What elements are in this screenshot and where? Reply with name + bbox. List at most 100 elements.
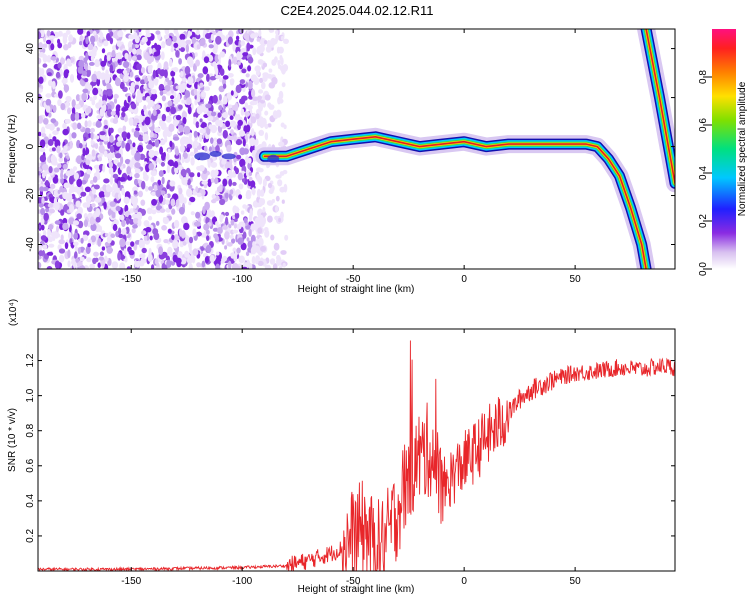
noise-speck [128, 214, 132, 220]
noise-speck [62, 123, 67, 129]
noise-speck [92, 257, 97, 265]
noise-speck [277, 96, 281, 105]
noise-speck [151, 209, 157, 215]
noise-speck [238, 183, 244, 190]
noise-speck [62, 128, 69, 136]
noise-speck [159, 90, 164, 96]
noise-speck [75, 94, 81, 102]
noise-speck [62, 191, 69, 200]
noise-speck [91, 99, 96, 106]
noise-speck [180, 137, 185, 146]
noise-speck [232, 181, 237, 186]
noise-speck [215, 221, 219, 226]
noise-speck [211, 199, 217, 204]
noise-speck [121, 140, 125, 149]
noise-speck [188, 31, 193, 36]
noise-speck [235, 35, 240, 41]
noise-speck [128, 218, 135, 225]
noise-speck [160, 161, 165, 167]
noise-speck [58, 239, 65, 245]
noise-speck [38, 131, 42, 137]
noise-speck [250, 74, 258, 82]
noise-speck [222, 129, 228, 139]
noise-speck [76, 213, 82, 220]
noise-speck [235, 84, 242, 94]
noise-speck [258, 129, 265, 136]
noise-speck [106, 152, 113, 160]
noise-speck [122, 125, 127, 132]
noise-speck [128, 249, 135, 256]
noise-speck [163, 34, 170, 40]
noise-speck [215, 251, 220, 256]
noise-speck [84, 127, 91, 134]
noise-speck [190, 157, 195, 166]
noise-speck [225, 120, 231, 128]
noise-speck [196, 29, 200, 36]
noise-speck [76, 178, 83, 188]
noise-speck [222, 255, 228, 262]
noise-speck [195, 211, 201, 219]
noise-speck [173, 234, 178, 242]
noise-speck [95, 121, 102, 128]
noise-speck [82, 147, 86, 157]
noise-speck [124, 52, 129, 60]
noise-speck [56, 145, 61, 154]
y-tick-label: -20 [25, 188, 36, 203]
noise-speck [115, 187, 120, 193]
noise-speck [53, 197, 58, 207]
noise-speck [240, 108, 245, 116]
noise-speck [161, 176, 165, 185]
noise-speck [43, 117, 49, 125]
noise-speck [50, 231, 58, 238]
noise-speck [130, 82, 136, 89]
noise-speck [45, 105, 51, 113]
noise-speck [151, 198, 158, 206]
noise-speck [184, 250, 190, 258]
y-tick-label: 20 [25, 92, 36, 104]
noise-speck [250, 234, 256, 244]
noise-speck [249, 137, 256, 147]
noise-speck [167, 100, 173, 107]
noise-speck [175, 114, 182, 121]
noise-speck [95, 208, 101, 217]
snr-panel: -150 -100 -50 0 50 0.2 0.4 0.6 0.8 1.0 1.2 Height … [7, 299, 676, 595]
main-ridge-band [260, 132, 651, 269]
noise-speck [39, 154, 47, 163]
noise-speck [239, 158, 246, 168]
noise-speck [212, 94, 218, 104]
noise-speck [97, 262, 101, 269]
noise-speck [166, 193, 171, 199]
noise-speck [138, 239, 143, 249]
y-tick-label: 0.2 [25, 529, 36, 543]
noise-speck [92, 87, 99, 96]
noise-speck [121, 228, 127, 235]
noise-speck [259, 77, 264, 83]
noise-speck [90, 235, 97, 243]
noise-speck [135, 77, 141, 82]
noise-speck [167, 80, 173, 86]
noise-speck [278, 46, 284, 54]
x-tick-label: -150 [121, 576, 141, 587]
noise-speck [248, 80, 253, 90]
noise-speck [245, 189, 252, 198]
noise-speck [152, 69, 157, 79]
noise-speck [113, 94, 119, 99]
noise-speck [194, 99, 198, 106]
noise-speck [106, 88, 113, 97]
noise-speck [175, 148, 179, 156]
noise-speck [187, 76, 194, 85]
noise-speck [102, 184, 107, 191]
noise-speck [123, 75, 129, 83]
noise-speck [184, 65, 191, 75]
noise-speck [151, 142, 156, 147]
noise-speck [101, 48, 106, 54]
noise-speck [174, 153, 180, 159]
noise-speck [214, 169, 219, 176]
noise-speck [246, 237, 250, 242]
noise-speck [103, 201, 107, 210]
noise-speck [208, 54, 214, 62]
noise-speck [64, 158, 68, 163]
noise-speck [192, 248, 199, 256]
noise-speck [119, 81, 125, 90]
noise-speck [81, 112, 86, 119]
